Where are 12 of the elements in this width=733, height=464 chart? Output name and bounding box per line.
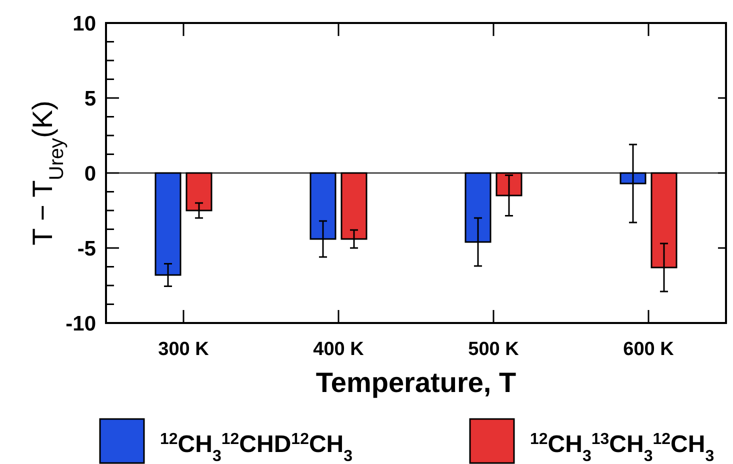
y-tick-label: -5 xyxy=(77,237,96,260)
x-tick-label: 400 K xyxy=(313,339,364,360)
y-tick-label: 0 xyxy=(84,162,96,186)
x-tick-label: 600 K xyxy=(623,339,674,360)
x-tick-label: 300 K xyxy=(158,339,210,360)
y-tick-label: 10 xyxy=(72,12,96,36)
y-tick-label: 5 xyxy=(84,87,96,110)
legend-label: $^{12}$CH$_{3}$$^{12}$CHD$^{12}$CH$_{3}$ xyxy=(160,430,353,464)
x-axis-title: Temperature, T xyxy=(316,367,516,398)
x-tick-label: 500 K xyxy=(468,339,520,360)
y-tick-label: -10 xyxy=(66,312,96,336)
text: $^{12}$CH$_{3}$$^{13}$CH$_{3}$$^{12}$CH$_{3}$ xyxy=(530,430,714,464)
